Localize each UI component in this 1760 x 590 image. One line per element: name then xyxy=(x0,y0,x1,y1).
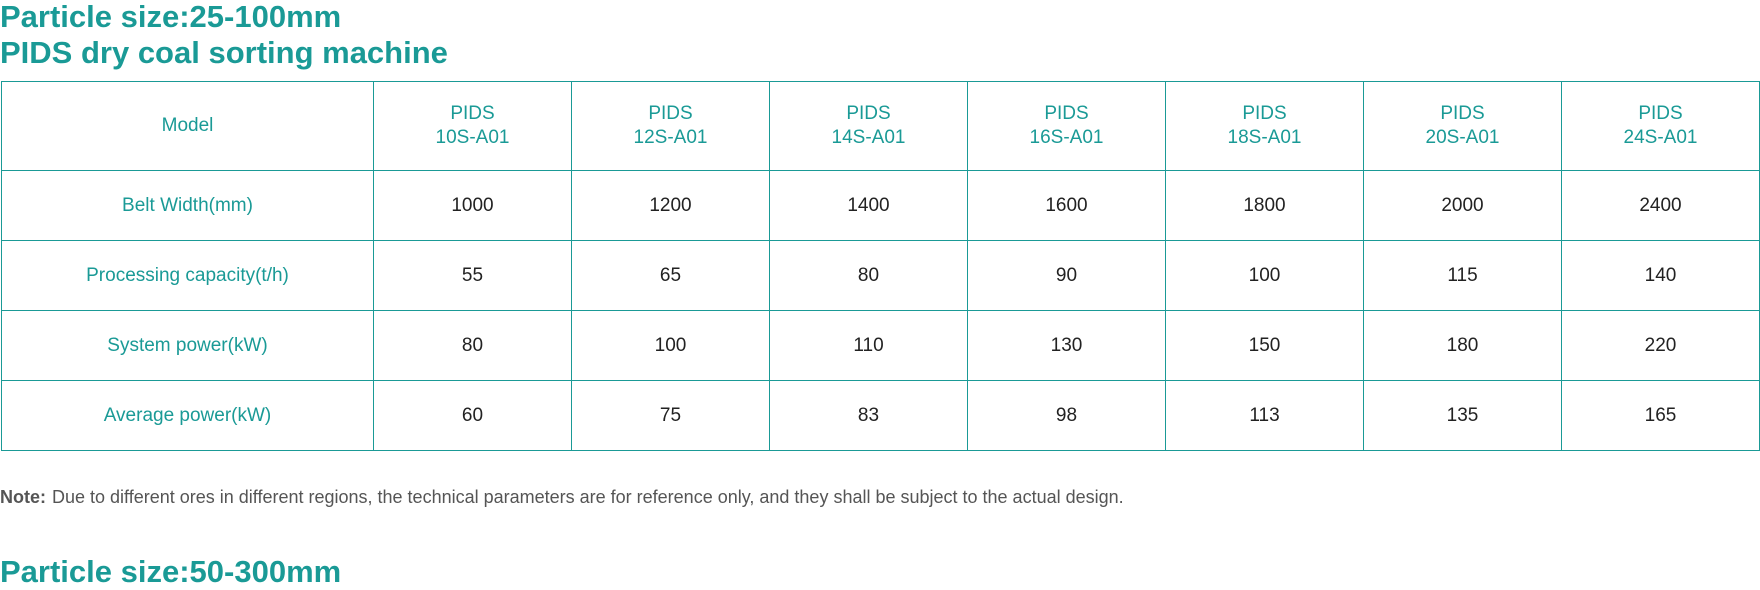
row-label: Average power(kW) xyxy=(1,380,374,451)
table-cell: 80 xyxy=(769,240,968,311)
header-cell-model: Model xyxy=(1,81,374,171)
table-cell: 1000 xyxy=(373,170,572,241)
table-cell: 2000 xyxy=(1363,170,1562,241)
model-cell: PIDS 16S-A01 xyxy=(967,81,1166,171)
table-cell: 75 xyxy=(571,380,770,451)
model-cell: PIDS 18S-A01 xyxy=(1165,81,1364,171)
model-name-line2: 16S-A01 xyxy=(1029,127,1104,148)
table-cell: 100 xyxy=(1165,240,1364,311)
model-name-line1: PIDS xyxy=(1638,103,1683,124)
model-name-line1: PIDS xyxy=(846,103,891,124)
table-cell: 1400 xyxy=(769,170,968,241)
row-label: Processing capacity(t/h) xyxy=(1,240,374,311)
spec-table: Model PIDS 10S-A01 PIDS 12S-A01 PIDS 14S-A0… xyxy=(1,81,1760,451)
table-cell: 83 xyxy=(769,380,968,451)
model-name-line2: 14S-A01 xyxy=(831,127,906,148)
table-cell: 150 xyxy=(1165,310,1364,381)
model-name-line1: PIDS xyxy=(648,103,693,124)
table-row-processing-capacity: Processing capacity(t/h) 55 65 80 90 100… xyxy=(1,240,1760,311)
model-name-line2: 12S-A01 xyxy=(633,127,708,148)
table-cell: 135 xyxy=(1363,380,1562,451)
row-label: Belt Width(mm) xyxy=(1,170,374,241)
table-cell: 165 xyxy=(1561,380,1760,451)
note-body: Due to different ores in different regio… xyxy=(52,487,1124,507)
table-cell: 130 xyxy=(967,310,1166,381)
model-name-line1: PIDS xyxy=(450,103,495,124)
model-name-line2: 18S-A01 xyxy=(1227,127,1302,148)
table-cell: 180 xyxy=(1363,310,1562,381)
table-cell: 2400 xyxy=(1561,170,1760,241)
section1-title-machine: PIDS dry coal sorting machine xyxy=(0,35,448,70)
section1-title-particle-size: Particle size:25-100mm xyxy=(0,0,342,34)
model-cell: PIDS 24S-A01 xyxy=(1561,81,1760,171)
note-text: Note: Due to different ores in different … xyxy=(0,487,1124,508)
table-row-system-power: System power(kW) 80 100 110 130 150 180 … xyxy=(1,310,1760,381)
table-cell: 98 xyxy=(967,380,1166,451)
table-cell: 1800 xyxy=(1165,170,1364,241)
table-cell: 115 xyxy=(1363,240,1562,311)
model-cell: PIDS 10S-A01 xyxy=(373,81,572,171)
model-name-line1: PIDS xyxy=(1242,103,1287,124)
table-cell: 55 xyxy=(373,240,572,311)
table-cell: 140 xyxy=(1561,240,1760,311)
table-cell: 113 xyxy=(1165,380,1364,451)
table-cell: 90 xyxy=(967,240,1166,311)
model-name-line2: 20S-A01 xyxy=(1425,127,1500,148)
model-name-line1: PIDS xyxy=(1044,103,1089,124)
table-cell: 1200 xyxy=(571,170,770,241)
table-row-average-power: Average power(kW) 60 75 83 98 113 135 16… xyxy=(1,380,1760,451)
table-cell: 100 xyxy=(571,310,770,381)
table-row-belt-width: Belt Width(mm) 1000 1200 1400 1600 1800 … xyxy=(1,170,1760,241)
table-cell: 220 xyxy=(1561,310,1760,381)
note-label: Note: xyxy=(0,487,46,507)
table-cell: 80 xyxy=(373,310,572,381)
model-cell: PIDS 12S-A01 xyxy=(571,81,770,171)
table-cell: 1600 xyxy=(967,170,1166,241)
row-label: System power(kW) xyxy=(1,310,374,381)
table-cell: 110 xyxy=(769,310,968,381)
table-cell: 60 xyxy=(373,380,572,451)
model-name-line2: 24S-A01 xyxy=(1623,127,1698,148)
model-cell: PIDS 14S-A01 xyxy=(769,81,968,171)
model-cell: PIDS 20S-A01 xyxy=(1363,81,1562,171)
table-cell: 65 xyxy=(571,240,770,311)
model-name-line1: PIDS xyxy=(1440,103,1485,124)
section2-title-particle-size: Particle size:50-300mm xyxy=(0,554,342,589)
model-name-line2: 10S-A01 xyxy=(435,127,510,148)
table-header-row: Model PIDS 10S-A01 PIDS 12S-A01 PIDS 14S-A0… xyxy=(1,81,1760,171)
